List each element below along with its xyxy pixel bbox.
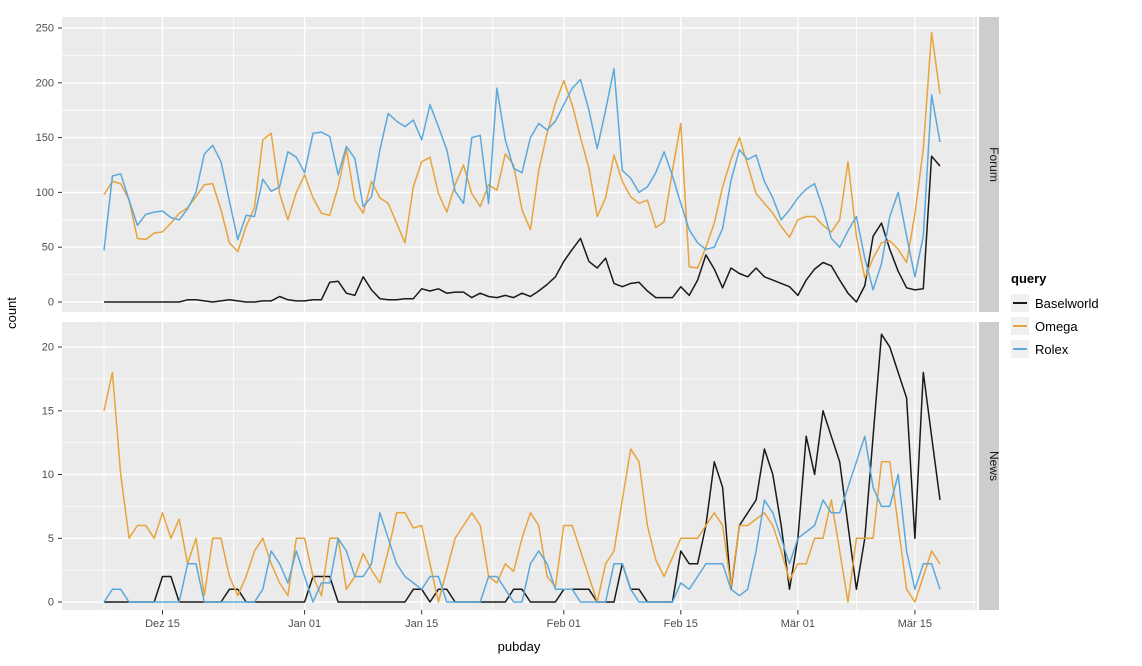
x-tick-label: Jan 01 [288,618,321,630]
panel-background [62,322,977,610]
y-axis-title: count [4,297,19,329]
legend-entry-rolex: Rolex [1011,340,1131,358]
facet-strip-forum [979,17,999,312]
x-tick-label: Jan 15 [405,618,438,630]
y-tick-label: 50 [42,242,54,254]
series-line-rolex-forum [103,67,941,291]
y-tick-label: 10 [42,469,54,481]
series-line-omega-news [103,371,941,603]
series-line-omega-forum [103,31,941,279]
omega-line-swatch-icon [1013,325,1027,327]
legend-key-box [1011,317,1029,335]
y-tick-label: 200 [36,77,54,89]
rolex-line-swatch-icon [1013,348,1027,350]
x-tick-label: Mär 01 [781,618,815,630]
series-line-rolex-news [103,435,941,603]
x-axis-title: pubday [498,639,541,654]
x-tick-label: Feb 01 [547,618,581,630]
y-tick-label: 0 [48,597,54,609]
legend: query Baselworld Omega Rolex [1011,271,1131,363]
y-tick-label: 15 [42,405,54,417]
y-tick-label: 250 [36,23,54,35]
legend-label: Rolex [1035,341,1069,357]
y-tick-label: 0 [48,297,54,309]
facet-strip-news [979,322,999,610]
y-tick-label: 150 [36,132,54,144]
x-tick-label: Mär 15 [898,618,932,630]
legend-title: query [1011,271,1047,286]
legend-label: Baselworld [1035,295,1099,311]
baselworld-line-swatch-icon [1013,302,1027,304]
panel-background [62,17,977,312]
facet-strip-label: Forum [987,147,1001,182]
series-line-baselworld-news [104,333,941,603]
legend-entry-baselworld: Baselworld [1011,294,1131,312]
legend-key-box [1011,294,1029,312]
x-tick-label: Feb 15 [664,618,698,630]
facet-strip-label: News [987,451,1001,481]
x-tick-label: Dez 15 [145,618,180,630]
legend-entry-omega: Omega [1011,317,1131,335]
y-tick-label: 5 [48,533,54,545]
series-line-baselworld-forum [104,155,941,303]
legend-key-box [1011,340,1029,358]
facet-panel-forum [62,17,977,312]
legend-label: Omega [1035,318,1078,334]
y-tick-label: 20 [42,342,54,354]
facet-panel-news [62,322,977,610]
y-tick-label: 100 [36,187,54,199]
